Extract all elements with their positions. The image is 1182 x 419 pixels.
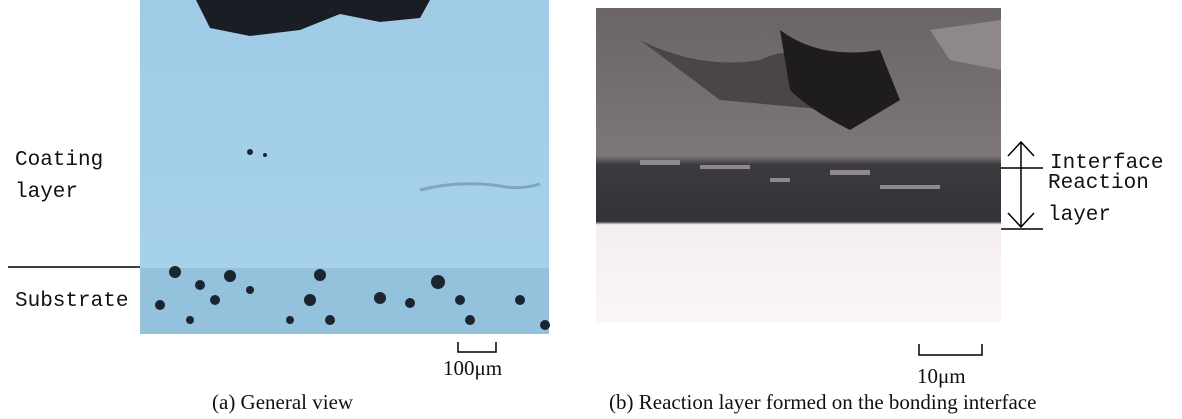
page: Coating layer Substrate 100μm (a) Genera… xyxy=(0,0,1182,419)
scale-label: 100μm xyxy=(443,356,502,381)
caption: (b) Reaction layer formed on the bonding… xyxy=(609,390,1036,415)
scale-bar xyxy=(919,344,982,355)
caption: (a) General view xyxy=(212,390,353,415)
double-arrow xyxy=(1008,142,1034,227)
micrograph-a xyxy=(140,0,550,334)
scale-label: 10μm xyxy=(917,364,966,389)
substrate-label: Substrate xyxy=(15,286,128,318)
reaction-label: Reaction layer xyxy=(1048,168,1173,232)
coating-label: Coating layer xyxy=(15,145,135,209)
micrograph-b xyxy=(596,8,1001,322)
figure xyxy=(0,0,1182,419)
scale-bar xyxy=(458,342,496,352)
